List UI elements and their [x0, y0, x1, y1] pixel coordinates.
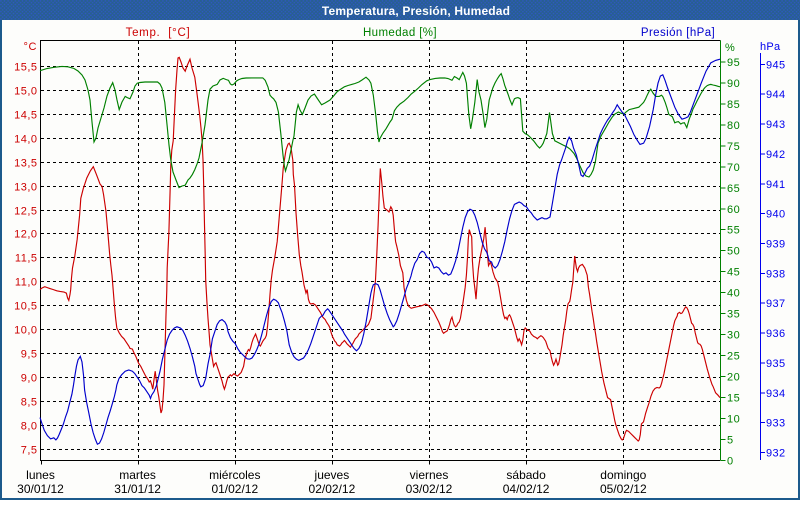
- svg-text:02/02/12: 02/02/12: [309, 482, 356, 496]
- svg-text:60: 60: [727, 204, 740, 216]
- svg-text:15,0: 15,0: [14, 86, 37, 98]
- svg-text:937: 937: [766, 298, 786, 310]
- svg-text:10: 10: [727, 414, 740, 426]
- svg-text:01/02/12: 01/02/12: [211, 482, 258, 496]
- svg-text:30/01/12: 30/01/12: [17, 482, 64, 496]
- svg-text:945: 945: [766, 59, 786, 71]
- svg-text:942: 942: [766, 149, 786, 161]
- svg-text:sábado: sábado: [506, 468, 546, 482]
- svg-text:viernes: viernes: [410, 468, 449, 482]
- svg-text:943: 943: [766, 119, 786, 131]
- svg-text:65: 65: [727, 183, 740, 195]
- svg-text:11,5: 11,5: [15, 253, 38, 265]
- svg-text:03/02/12: 03/02/12: [406, 482, 453, 496]
- svg-text:Humedad [%]: Humedad [%]: [363, 27, 437, 39]
- svg-text:70: 70: [727, 162, 740, 174]
- svg-text:04/02/12: 04/02/12: [503, 482, 550, 496]
- svg-text:936: 936: [766, 328, 786, 340]
- svg-text:lunes: lunes: [26, 468, 55, 482]
- svg-text:935: 935: [766, 358, 786, 370]
- svg-text:30: 30: [727, 330, 740, 342]
- svg-text:10,5: 10,5: [14, 301, 37, 313]
- svg-text:25: 25: [727, 351, 740, 363]
- svg-text:14,5: 14,5: [14, 110, 37, 122]
- svg-text:35: 35: [727, 309, 740, 321]
- svg-text:40: 40: [727, 288, 740, 300]
- svg-text:13,0: 13,0: [14, 182, 37, 194]
- svg-text:12,0: 12,0: [14, 229, 37, 241]
- svg-text:20: 20: [727, 372, 740, 384]
- svg-text:miércoles: miércoles: [209, 468, 260, 482]
- svg-text:12,5: 12,5: [14, 206, 37, 218]
- svg-text:%: %: [725, 42, 735, 54]
- svg-text:7,5: 7,5: [21, 445, 38, 457]
- svg-text:martes: martes: [119, 468, 156, 482]
- svg-text:8,5: 8,5: [21, 397, 38, 409]
- svg-text:933: 933: [766, 418, 786, 430]
- svg-text:941: 941: [766, 179, 786, 191]
- svg-text:jueves: jueves: [314, 468, 350, 482]
- svg-text:14,0: 14,0: [14, 134, 37, 146]
- svg-text:944: 944: [766, 89, 786, 101]
- svg-text:50: 50: [727, 246, 740, 258]
- svg-text:932: 932: [766, 448, 786, 460]
- svg-text:10,0: 10,0: [14, 325, 37, 337]
- svg-text:11,0: 11,0: [15, 277, 38, 289]
- svg-text:15: 15: [727, 393, 740, 405]
- svg-text:Temp. [°C]: Temp. [°C]: [126, 27, 191, 39]
- svg-text:9,0: 9,0: [21, 373, 38, 385]
- svg-text:55: 55: [727, 225, 740, 237]
- svg-text:934: 934: [766, 388, 786, 400]
- svg-text:hPa: hPa: [760, 41, 781, 53]
- svg-text:Presión [hPa]: Presión [hPa]: [641, 27, 715, 39]
- svg-text:75: 75: [727, 141, 740, 153]
- svg-text:85: 85: [727, 99, 740, 111]
- svg-text:05/02/12: 05/02/12: [600, 482, 647, 496]
- svg-text:938: 938: [766, 268, 786, 280]
- svg-text:15,5: 15,5: [14, 62, 37, 74]
- svg-text:0: 0: [727, 455, 734, 467]
- svg-text:95: 95: [727, 57, 740, 69]
- svg-text:940: 940: [766, 209, 786, 221]
- svg-text:939: 939: [766, 239, 786, 251]
- svg-text:°C: °C: [23, 41, 37, 53]
- svg-text:13,5: 13,5: [14, 158, 37, 170]
- svg-text:8,0: 8,0: [21, 421, 38, 433]
- svg-text:80: 80: [727, 120, 740, 132]
- svg-text:Temperatura, Presión, Humedad: Temperatura, Presión, Humedad: [322, 4, 510, 18]
- svg-text:45: 45: [727, 267, 740, 279]
- svg-text:domingo: domingo: [600, 468, 646, 482]
- svg-text:5: 5: [727, 434, 734, 446]
- svg-text:90: 90: [727, 78, 740, 90]
- svg-text:31/01/12: 31/01/12: [114, 482, 161, 496]
- svg-text:9,5: 9,5: [21, 349, 38, 361]
